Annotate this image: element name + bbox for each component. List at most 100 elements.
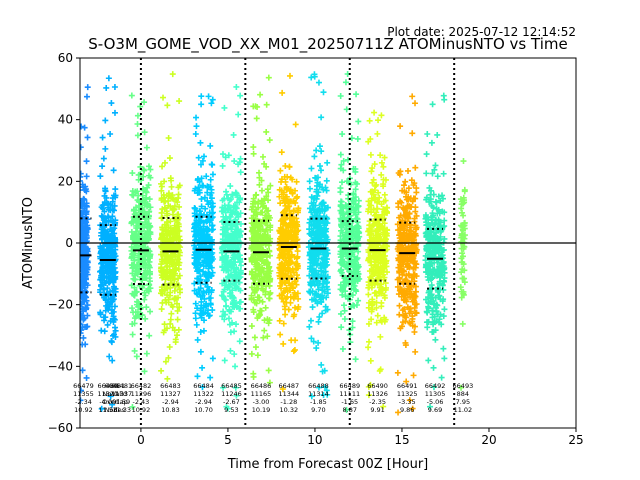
data-point (367, 357, 374, 364)
data-point (169, 231, 176, 238)
data-point (230, 131, 237, 138)
x-axis-label: Time from Forecast 00Z [Hour] (227, 457, 429, 472)
data-point (412, 164, 419, 171)
data-point (377, 152, 384, 159)
data-point (83, 93, 90, 100)
data-point (131, 320, 138, 327)
data-point (108, 339, 115, 346)
data-point (102, 314, 109, 321)
data-point (339, 345, 346, 352)
data-point (108, 100, 115, 107)
data-point (405, 167, 412, 174)
data-point (378, 171, 385, 178)
data-point (316, 143, 323, 150)
orbit-label-4-0: 66482 (131, 382, 152, 390)
data-point (381, 314, 388, 321)
data-point (236, 228, 243, 235)
data-point (339, 251, 346, 258)
data-point (236, 299, 243, 306)
data-point (173, 300, 180, 307)
data-point (262, 228, 269, 235)
orbit-label-3-1: 11337 (111, 390, 132, 398)
data-point (232, 216, 239, 223)
data-point (338, 210, 345, 217)
y-tick-label-60: 60 (58, 51, 73, 65)
data-point (133, 218, 140, 225)
data-point (192, 131, 199, 138)
data-point (294, 253, 301, 260)
data-point (411, 304, 418, 311)
data-point (231, 328, 238, 335)
data-point (144, 201, 151, 208)
data-point (266, 247, 273, 254)
data-point (281, 173, 288, 180)
data-point (219, 162, 226, 169)
data-point (343, 406, 350, 413)
data-point (403, 226, 410, 233)
orbit-cloud-15 (457, 158, 468, 391)
data-point (378, 318, 385, 325)
data-point (324, 306, 331, 313)
data-point (109, 198, 116, 205)
data-point (221, 104, 228, 111)
data-point (290, 313, 297, 320)
data-point (433, 307, 440, 314)
data-point (204, 228, 211, 235)
data-point (129, 170, 136, 177)
data-point (322, 250, 329, 257)
data-point (80, 210, 85, 217)
data-point (221, 357, 228, 364)
data-point (352, 286, 359, 293)
data-point (315, 271, 322, 278)
data-point (253, 300, 260, 307)
data-point (373, 304, 380, 311)
data-point (396, 214, 403, 221)
data-point (250, 144, 257, 151)
data-point (253, 115, 260, 122)
data-point (423, 194, 430, 201)
data-point (280, 320, 287, 327)
orbit-label-12-1: 11326 (367, 390, 388, 398)
data-point (107, 393, 114, 400)
data-point (132, 211, 139, 218)
data-point (267, 182, 274, 189)
data-point (374, 272, 381, 279)
data-point (134, 239, 141, 246)
data-point (141, 210, 148, 217)
data-point (292, 199, 299, 206)
data-point (280, 298, 287, 305)
data-point (365, 198, 372, 205)
data-point (84, 302, 91, 309)
data-point (132, 309, 139, 316)
data-point (365, 138, 372, 145)
data-point (97, 311, 104, 318)
data-point (160, 191, 167, 198)
data-point (111, 303, 118, 310)
orbit-label-14-3: 9.69 (428, 406, 442, 414)
data-point (175, 191, 182, 198)
data-point (131, 233, 138, 240)
data-point (292, 293, 299, 300)
data-point (142, 315, 149, 322)
data-point (340, 287, 347, 294)
data-point (101, 199, 108, 206)
data-point (191, 224, 198, 231)
data-point (317, 167, 324, 174)
data-point (318, 114, 325, 121)
data-point (102, 117, 109, 124)
data-point (349, 324, 356, 331)
data-point (175, 221, 182, 228)
data-point (225, 152, 232, 159)
data-point (227, 183, 234, 190)
data-point (224, 205, 231, 212)
orbit-label-3-2: -1.59 (113, 398, 130, 406)
data-point (338, 161, 345, 168)
data-point (175, 275, 182, 282)
data-point (112, 235, 119, 242)
data-point (169, 71, 176, 78)
data-point (323, 294, 330, 301)
data-point (223, 188, 230, 195)
data-point (423, 170, 430, 177)
data-point (365, 208, 372, 215)
